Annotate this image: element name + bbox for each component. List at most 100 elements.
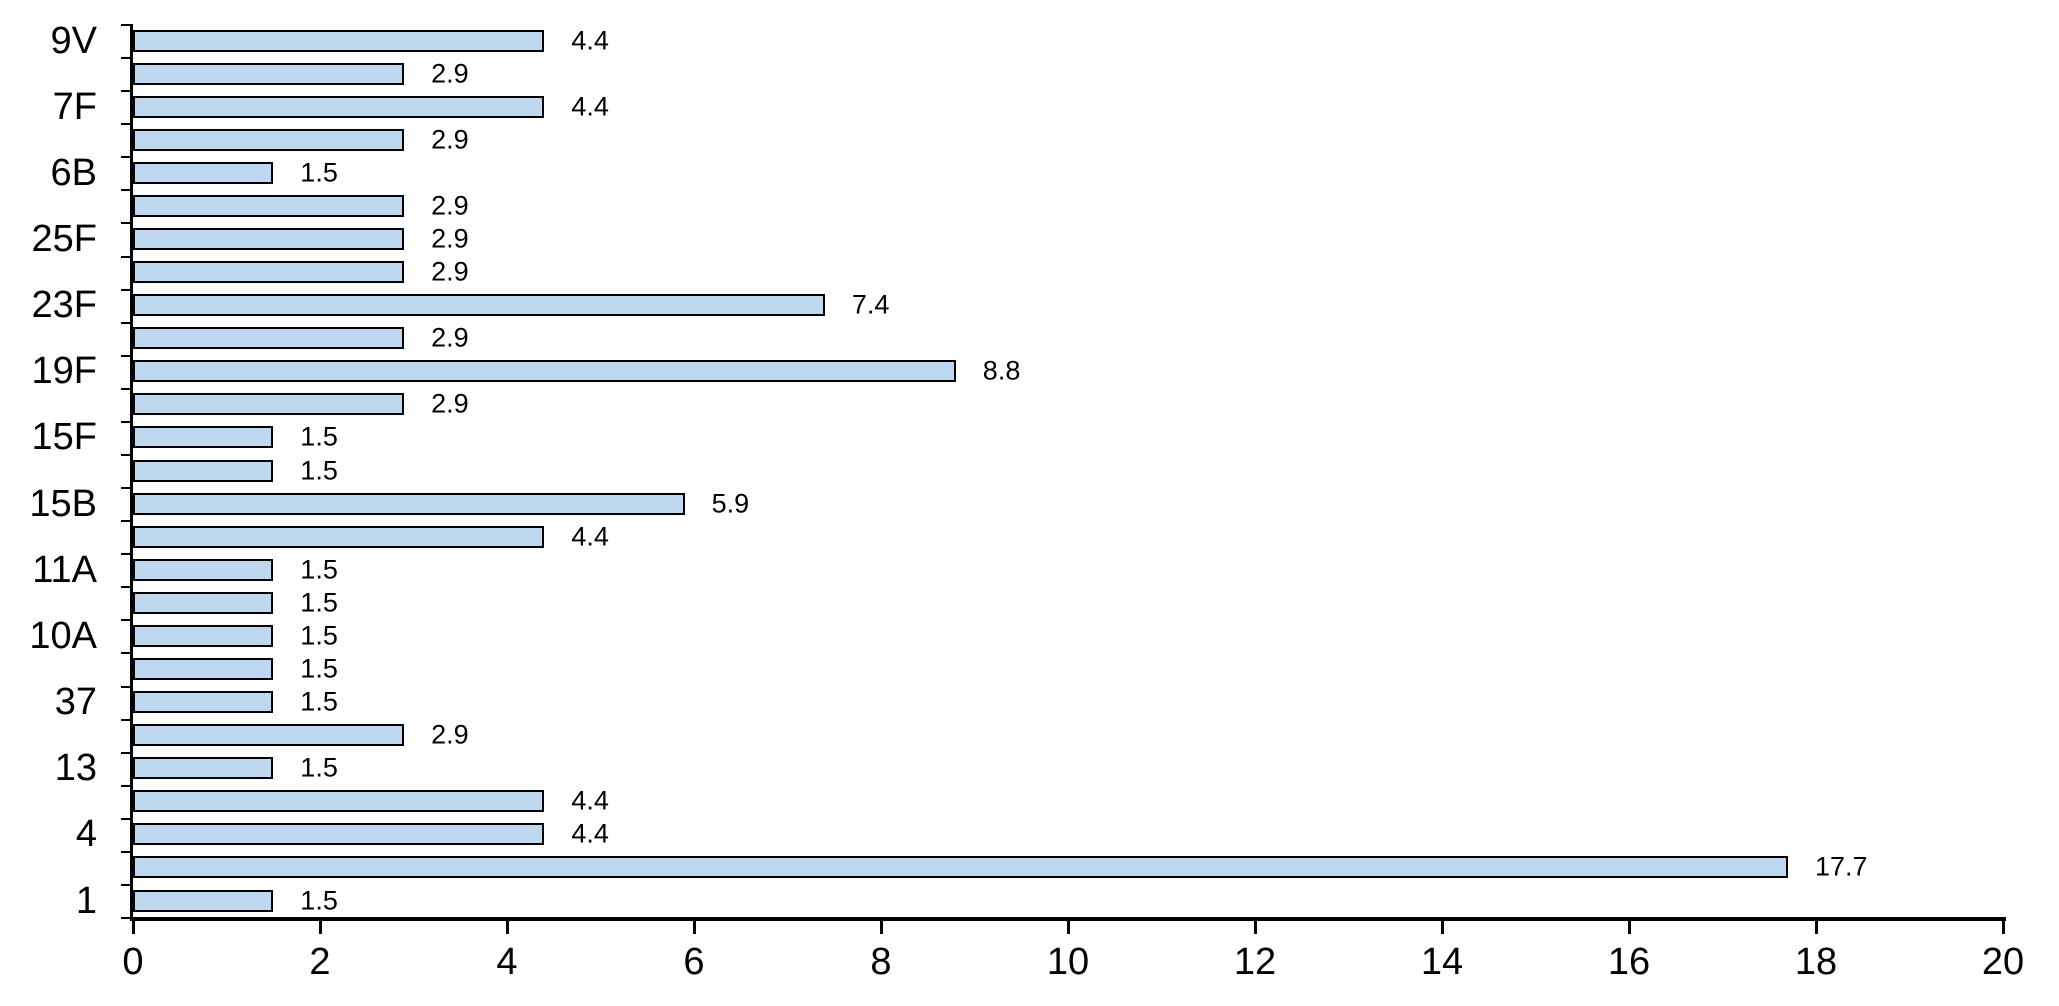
bar <box>133 360 956 383</box>
bar <box>133 194 405 217</box>
bar-row: 2.9 <box>133 126 2003 153</box>
bar-value-label: 4.4 <box>571 785 609 816</box>
x-axis-tick <box>1066 921 1070 934</box>
bar-row: 2.9 <box>133 322 2003 353</box>
y-axis-tick <box>121 850 131 853</box>
x-axis-tick <box>131 921 135 934</box>
bar <box>133 889 274 912</box>
bar <box>133 724 405 747</box>
x-axis-tick <box>879 921 883 934</box>
bar-row: 17.7 <box>133 851 2003 882</box>
bar-row: 1.5 <box>133 157 2003 188</box>
y-axis-category-label: 9V <box>50 19 97 62</box>
bar-value-label: 2.9 <box>431 256 469 287</box>
bar <box>133 29 545 52</box>
bar <box>133 558 274 581</box>
y-axis-category-label: 11A <box>32 548 97 591</box>
y-axis-tick <box>121 222 131 225</box>
bar <box>133 790 545 813</box>
bar <box>133 691 274 713</box>
bar <box>133 228 405 250</box>
y-axis-tick <box>121 883 131 886</box>
bar <box>133 95 545 118</box>
bar-value-label: 4.4 <box>571 521 609 552</box>
y-axis-tick <box>121 586 131 589</box>
bar-value-label: 5.9 <box>711 488 750 519</box>
y-axis-category-label: 4 <box>75 813 97 856</box>
bar-value-label: 2.9 <box>431 223 469 254</box>
y-axis-tick <box>121 685 131 688</box>
y-axis-tick <box>121 917 131 919</box>
y-axis-tick <box>121 817 131 820</box>
y-axis-tick <box>121 454 131 456</box>
bar-row: 5.9 <box>133 488 2003 519</box>
bar <box>133 856 1788 879</box>
bar <box>133 426 274 449</box>
bar-row: 7.4 <box>133 291 2003 318</box>
bar-row: 2.9 <box>133 60 2003 87</box>
bar-row: 4.4 <box>133 785 2003 816</box>
y-axis-tick <box>121 619 131 622</box>
y-axis-category-label: 13 <box>54 747 97 790</box>
bar-row: 4.4 <box>133 25 2003 55</box>
y-axis-tick <box>121 520 131 523</box>
y-axis-tick <box>121 420 131 423</box>
bar-value-label: 1.5 <box>300 421 338 452</box>
bar-row: 1.5 <box>133 620 2003 651</box>
x-axis-tick-label: 4 <box>496 941 518 983</box>
bar-row: 1.5 <box>133 885 2003 915</box>
bar <box>133 591 274 614</box>
x-axis-tick-label: 8 <box>870 941 892 983</box>
bar-row: 1.5 <box>133 752 2003 783</box>
bar-row: 1.5 <box>133 421 2003 452</box>
bar-row: 2.9 <box>133 190 2003 221</box>
bar <box>133 757 274 780</box>
y-axis-category-label: 25F <box>31 218 97 260</box>
x-axis-tick-label: 0 <box>122 941 144 983</box>
y-axis-category-label: 7F <box>52 85 97 128</box>
y-axis-tick <box>121 784 131 787</box>
bar-value-label: 1.5 <box>300 587 338 618</box>
bar <box>133 459 274 482</box>
bar-row: 2.9 <box>133 223 2003 254</box>
y-axis-tick <box>121 189 131 192</box>
y-axis-category-label: 1 <box>75 879 97 922</box>
bar-row: 8.8 <box>133 355 2003 386</box>
bar-value-label: 2.9 <box>431 322 469 353</box>
x-axis-tick-label: 14 <box>1420 941 1464 983</box>
y-axis-tick <box>121 387 131 390</box>
y-axis-category-label: 6B <box>50 151 97 194</box>
bar <box>133 525 545 548</box>
bar-value-label: 1.5 <box>300 752 338 783</box>
bar-value-label: 4.4 <box>571 25 609 55</box>
y-axis-tick <box>121 24 131 26</box>
y-axis-tick <box>121 57 131 60</box>
y-axis-category-label: 15B <box>29 482 97 525</box>
bar-value-label: 1.5 <box>300 157 338 188</box>
y-axis-category-label: 37 <box>54 681 97 723</box>
bar <box>133 823 545 846</box>
y-axis-tick <box>121 354 131 357</box>
bar-value-label: 8.8 <box>982 355 1021 386</box>
x-axis-tick <box>318 921 322 934</box>
x-axis-tick <box>1253 921 1257 934</box>
bar-row: 1.5 <box>133 587 2003 618</box>
bar-value-label: 1.5 <box>300 885 338 915</box>
y-axis-tick <box>121 156 131 159</box>
bar-value-label: 1.5 <box>300 620 338 651</box>
bar-row: 2.9 <box>133 721 2003 748</box>
bar-value-label: 4.4 <box>571 91 609 122</box>
x-axis-tick-label: 10 <box>1046 941 1090 983</box>
y-axis-tick <box>121 288 131 291</box>
y-axis-tick <box>121 718 131 721</box>
bar <box>133 327 405 350</box>
x-axis-tick <box>1814 921 1818 934</box>
bar-row: 4.4 <box>133 91 2003 122</box>
x-axis-tick <box>1440 921 1444 934</box>
bar-value-label: 2.9 <box>431 190 469 221</box>
y-axis-tick <box>121 123 131 126</box>
y-axis-tick <box>121 321 131 324</box>
x-axis-tick <box>2001 921 2005 934</box>
bar-row: 2.9 <box>133 390 2003 417</box>
bar-value-label: 17.7 <box>1815 851 1868 882</box>
